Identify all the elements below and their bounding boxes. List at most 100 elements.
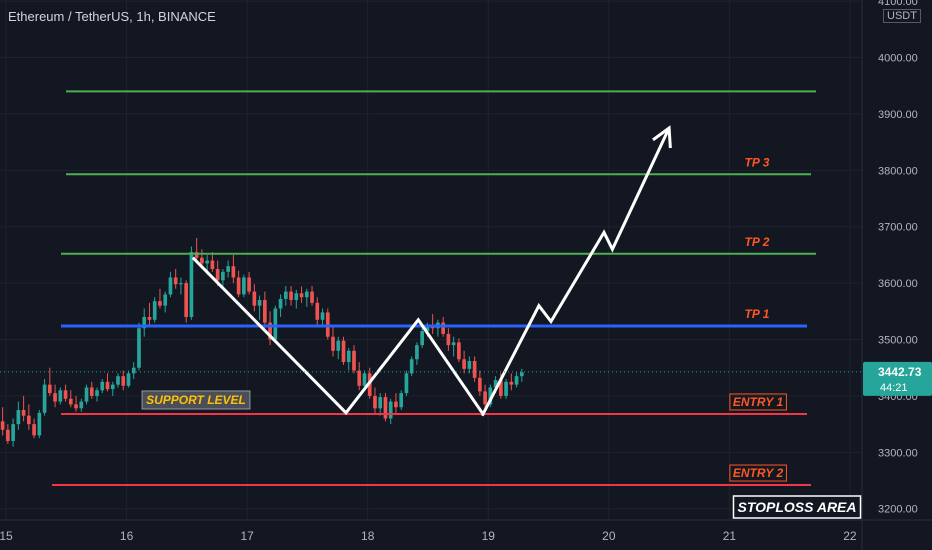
- price-tick-label: 4000.00: [878, 53, 918, 65]
- candle: [100, 379, 105, 394]
- candle-body: [121, 376, 126, 386]
- candle-body: [320, 312, 325, 320]
- candle: [446, 328, 451, 351]
- candle: [352, 345, 356, 374]
- candle-body: [200, 257, 204, 264]
- candle: [231, 254, 236, 284]
- candle: [242, 274, 246, 298]
- candle: [189, 246, 194, 320]
- candle: [116, 373, 120, 388]
- candle-body: [268, 322, 272, 340]
- candle-body: [131, 367, 136, 374]
- candle: [184, 280, 189, 323]
- candle-body: [357, 370, 362, 386]
- candle: [388, 398, 393, 425]
- candles: [0, 238, 524, 447]
- candle: [289, 285, 293, 306]
- currency-unit-badge[interactable]: USDT: [883, 9, 921, 23]
- price-tick-label: 3500.00: [878, 335, 918, 347]
- candle-body: [378, 397, 383, 409]
- candle: [346, 347, 351, 371]
- candle-body: [242, 277, 246, 295]
- candle: [37, 410, 42, 439]
- candle: [126, 370, 131, 388]
- stoploss-area-box: [732, 495, 862, 519]
- candle-body: [158, 301, 162, 306]
- price-tick-label: 3900.00: [878, 109, 918, 121]
- candle-body: [163, 294, 168, 306]
- candle-body: [446, 333, 451, 346]
- candle: [158, 288, 162, 309]
- candle-body: [399, 393, 404, 408]
- candle-body: [179, 283, 183, 285]
- candle: [11, 418, 15, 447]
- candle-body: [341, 340, 346, 363]
- bar-countdown: 44:21: [880, 382, 908, 394]
- support-level-label: SUPPORT LEVEL: [146, 393, 246, 407]
- zigzag-projection-path: [480, 127, 671, 417]
- price-tick-label: 4100.00: [878, 0, 918, 8]
- candle: [472, 356, 477, 382]
- candle-body: [27, 415, 31, 425]
- candle-body: [0, 421, 5, 430]
- candle: [58, 387, 63, 405]
- candle: [105, 373, 110, 392]
- candle-body: [493, 380, 498, 388]
- candle-body: [420, 331, 425, 346]
- candle-body: [299, 293, 304, 298]
- candle-body: [498, 380, 503, 396]
- candle: [430, 314, 435, 334]
- candle: [436, 319, 440, 337]
- support-level-box: [141, 390, 251, 410]
- candle: [137, 322, 141, 371]
- candle-body: [21, 410, 26, 416]
- price-tick-label: 3300.00: [878, 447, 918, 459]
- candle: [451, 336, 456, 357]
- candle-body: [189, 252, 194, 317]
- candle: [273, 305, 278, 343]
- time-tick-label: 22: [843, 529, 857, 543]
- candle: [89, 381, 94, 399]
- zigzag-past-path: [191, 256, 484, 416]
- price-tick-label: 3200.00: [878, 504, 918, 516]
- candle-body: [451, 342, 456, 346]
- candle: [415, 342, 419, 365]
- candle-body: [252, 291, 257, 306]
- candle-body: [168, 277, 173, 295]
- candle: [483, 384, 487, 409]
- candle-body: [289, 291, 293, 301]
- candle: [504, 379, 508, 399]
- candle-body: [415, 345, 419, 360]
- candle: [163, 291, 168, 313]
- candle-body: [215, 269, 220, 281]
- candle: [236, 270, 241, 298]
- candle-body: [53, 393, 57, 402]
- candle-body: [63, 390, 68, 399]
- level-label-entry-2: ENTRY 2: [733, 466, 784, 480]
- candle: [147, 302, 152, 326]
- candle: [247, 271, 251, 295]
- horizontal-levels: TP 3 TP 2 TP 1 ENTRY 1 ENTRY 2 SUPPORT LEVEL S…: [52, 90, 862, 519]
- candle: [283, 285, 288, 306]
- candle-body: [58, 390, 63, 402]
- time-tick-label: 18: [361, 529, 375, 543]
- candle-body: [278, 298, 283, 309]
- candle-body: [304, 291, 309, 298]
- candle: [304, 288, 309, 307]
- level-label-tp-1: TP 1: [745, 307, 770, 321]
- current-price-tag: 3442.73 44:21: [863, 361, 932, 396]
- price-tick-label: 3800.00: [878, 165, 918, 177]
- candle: [16, 401, 21, 430]
- candle-body: [509, 381, 514, 385]
- price-tick-label: 3600.00: [878, 278, 918, 290]
- current-price-tag-bg: [863, 361, 932, 396]
- candle-body: [315, 302, 320, 320]
- time-tick-label: 16: [120, 529, 134, 543]
- candle: [488, 384, 493, 408]
- candle: [478, 370, 482, 396]
- candle: [341, 336, 346, 365]
- candle-body: [362, 373, 367, 386]
- candle: [399, 390, 404, 411]
- candle: [79, 398, 84, 412]
